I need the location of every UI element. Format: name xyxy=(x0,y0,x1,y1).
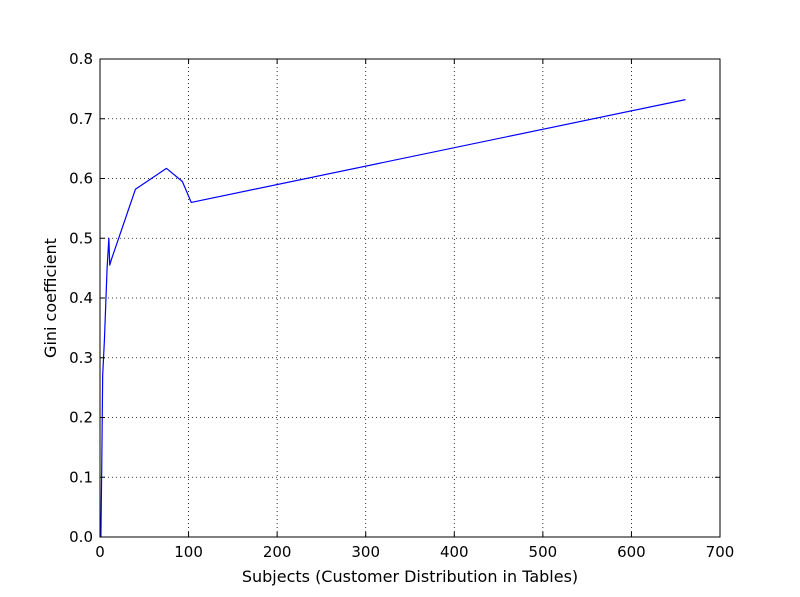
y-tick-label: 0.7 xyxy=(69,110,93,128)
y-tick-label: 0.0 xyxy=(69,528,93,546)
x-tick-label: 700 xyxy=(706,543,735,561)
x-tick-label: 600 xyxy=(617,543,646,561)
series-line xyxy=(100,99,686,538)
x-tick-label: 300 xyxy=(351,543,380,561)
x-tick-label: 400 xyxy=(440,543,469,561)
x-tick-label: 200 xyxy=(263,543,292,561)
y-axis-label: Gini coefficient xyxy=(41,238,60,358)
x-axis-label: Subjects (Customer Distribution in Table… xyxy=(242,567,578,586)
y-tick-label: 0.1 xyxy=(69,468,93,486)
y-tick-label: 0.2 xyxy=(69,409,93,427)
x-tick-label: 500 xyxy=(529,543,558,561)
y-tick-label: 0.4 xyxy=(69,289,93,307)
series-layer xyxy=(100,99,686,538)
x-tick-label: 0 xyxy=(95,543,105,561)
grid xyxy=(100,59,720,537)
y-tick-label: 0.5 xyxy=(69,229,93,247)
y-tick-label: 0.8 xyxy=(69,50,93,68)
tick-layer: 0 100 200 300 400 500 600 700 0.0 0.1 0.2 0.3 0.4 0.5… xyxy=(69,50,734,561)
y-tick-label: 0.3 xyxy=(69,349,93,367)
x-tick-label: 100 xyxy=(174,543,203,561)
y-tick-label: 0.6 xyxy=(69,170,93,188)
